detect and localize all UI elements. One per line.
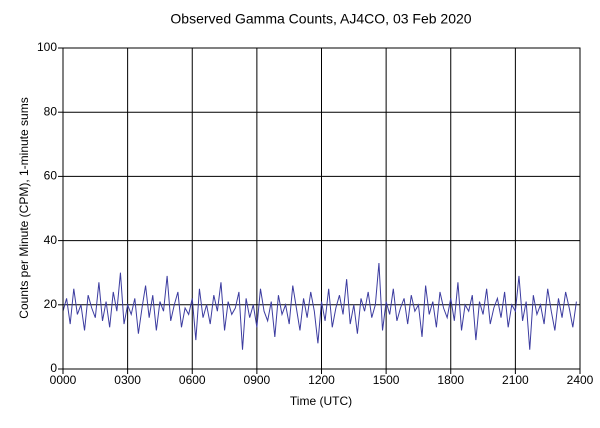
y-tick-label: 80 [44,104,58,118]
plot-frame [62,47,581,370]
x-axis-label: Time (UTC) [290,394,352,408]
y-tick-label: 20 [44,297,58,311]
x-tick-label: 2400 [567,373,594,387]
x-tick-label: 0300 [114,373,141,387]
y-tick-label: 0 [50,361,57,375]
x-tick-label: 2100 [502,373,529,387]
x-tick-label: 1800 [437,373,464,387]
x-tick-label: 0600 [179,373,206,387]
chart-title: Observed Gamma Counts, AJ4CO, 03 Feb 202… [170,11,471,27]
y-tick-label: 60 [44,169,58,183]
x-tick-label: 0000 [50,373,77,387]
x-tick-label: 1200 [308,373,335,387]
y-tick-label: 100 [37,40,57,54]
y-axis-label: Counts per Minute (CPM), 1-minute sums [17,97,31,318]
x-tick-label: 0900 [244,373,271,387]
y-tick-label: 40 [44,233,58,247]
x-tick-label: 1500 [373,373,400,387]
data-line [62,263,577,350]
